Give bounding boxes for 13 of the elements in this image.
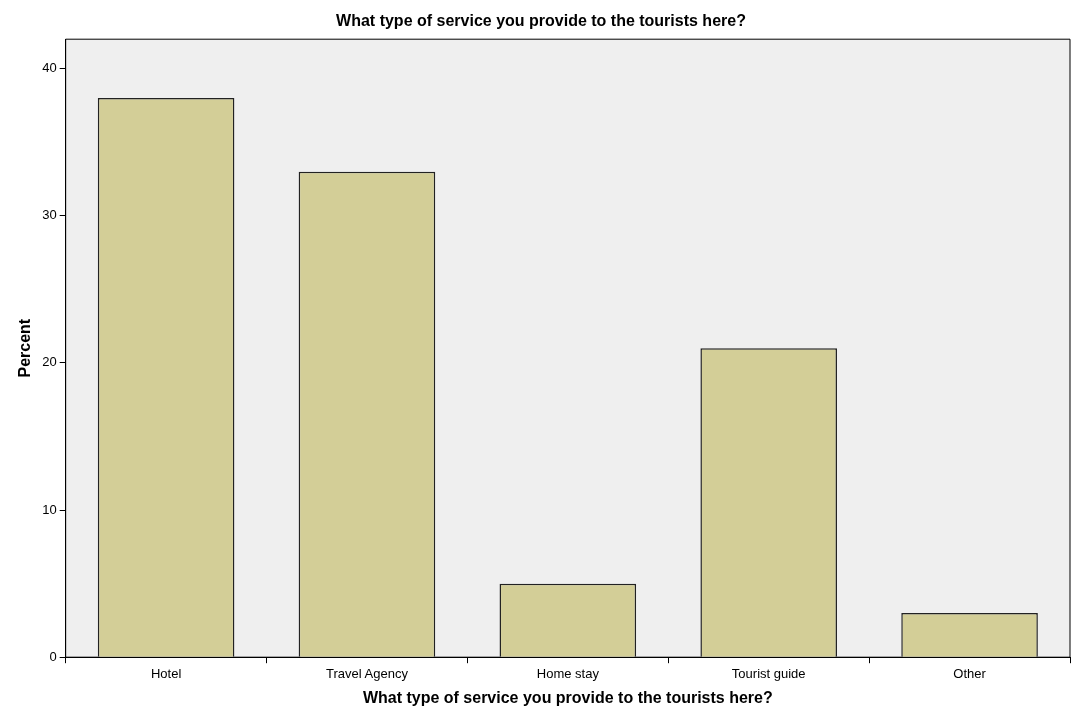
x-tick-label: Hotel bbox=[150, 665, 182, 681]
y-axis-title: Percent bbox=[16, 318, 34, 378]
y-tick-label: 20 bbox=[42, 354, 57, 370]
y-tick-label: 40 bbox=[42, 60, 57, 76]
x-tick-label: Other bbox=[953, 665, 987, 681]
x-tick-label: Travel Agency bbox=[326, 665, 409, 681]
y-tick-label: 0 bbox=[49, 648, 57, 664]
x-tick-label: Tourist guide bbox=[731, 665, 806, 681]
x-tick-label: Home stay bbox=[536, 665, 600, 681]
y-tick-label: 10 bbox=[42, 501, 57, 517]
chart-title: What type of service you provide to the tourists here? bbox=[336, 12, 746, 30]
y-tick-label: 30 bbox=[42, 207, 57, 223]
x-axis-title: What type of service you provide to the tourists here? bbox=[362, 688, 773, 706]
